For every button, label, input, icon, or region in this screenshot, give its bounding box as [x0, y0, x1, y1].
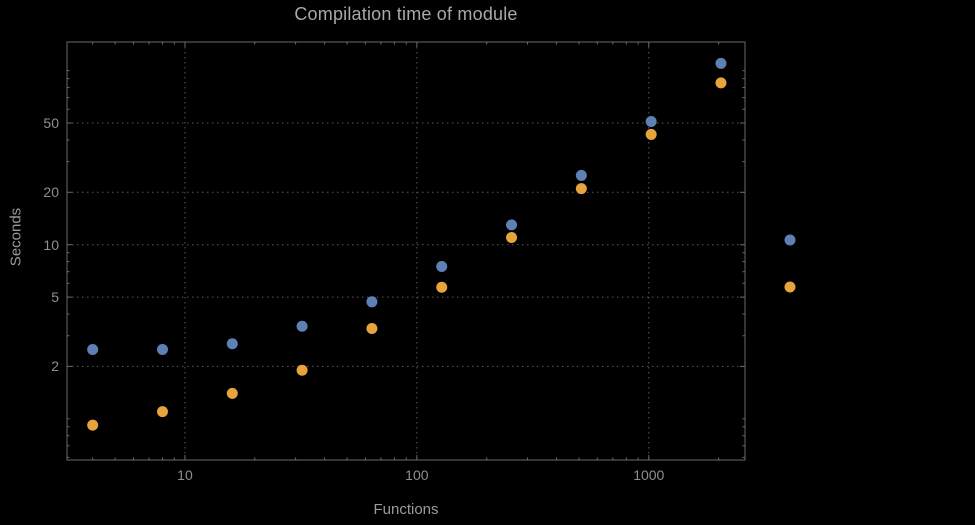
x-tick-label: 1000 [633, 467, 665, 483]
plot-frame [66, 41, 746, 461]
orange-series-point [366, 323, 378, 335]
x-tick-label: 100 [405, 467, 429, 483]
x-tick-label: 10 [177, 467, 193, 483]
orange-series-point [296, 364, 308, 376]
orange-series-point [506, 232, 518, 244]
y-tick-label: 5 [51, 289, 59, 306]
blue-series-point [87, 344, 99, 356]
legend-marker-blue-series [784, 234, 796, 246]
blue-series-point [226, 338, 238, 350]
orange-series-point [156, 406, 168, 418]
blue-series-point [506, 219, 518, 231]
y-tick-label: 20 [43, 184, 59, 201]
y-tick-label: 2 [51, 358, 59, 375]
blue-series-point [366, 296, 378, 308]
orange-series-point [87, 419, 99, 431]
orange-series-point [436, 281, 448, 293]
blue-series-point [296, 320, 308, 332]
chart-title: Compilation time of module [294, 4, 518, 24]
blue-series-point [645, 116, 657, 128]
blue-series-point [575, 169, 587, 181]
orange-series-point [575, 183, 587, 195]
blue-series-point [156, 344, 168, 356]
x-axis-label: Functions [373, 501, 439, 518]
orange-series-point [715, 77, 727, 89]
blue-series-point [715, 57, 727, 69]
y-tick-label: 10 [43, 236, 59, 253]
legend-marker-orange-series [784, 281, 796, 293]
blue-series-point [436, 260, 448, 272]
y-tick-label: 50 [43, 115, 59, 132]
orange-series-point [226, 387, 238, 399]
orange-series-point [645, 128, 657, 140]
